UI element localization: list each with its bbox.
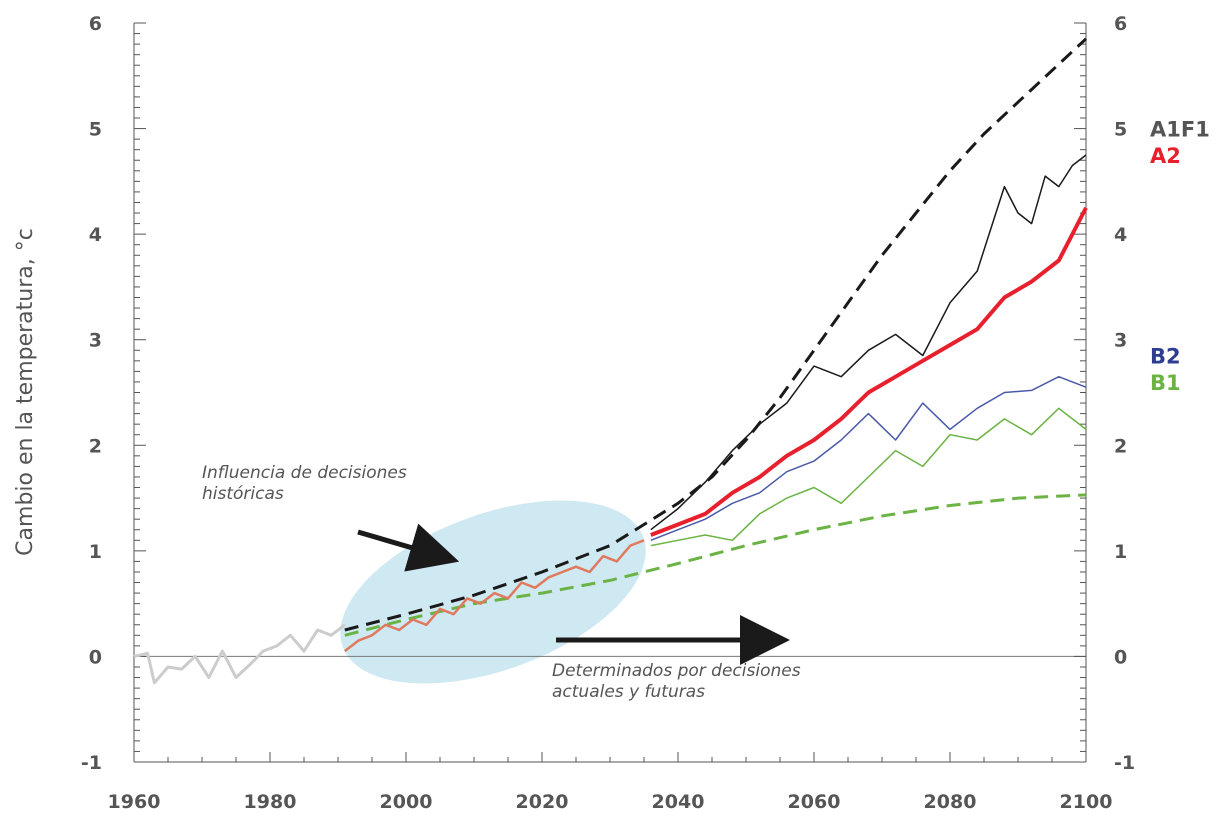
series-line [650, 375, 1087, 541]
y-tick-label-right: 6 [1114, 13, 1127, 35]
y-tick-label-left: 4 [89, 224, 102, 246]
y-tick-label-right: 1 [1114, 541, 1127, 563]
y-tick-label-right: 4 [1114, 224, 1127, 246]
annotation-text: Determinados por decisiones [552, 661, 801, 681]
y-tick-label-left: 1 [89, 541, 102, 563]
series-line [650, 154, 1087, 531]
y-tick-label-right: -1 [1114, 752, 1135, 774]
scenario-label: A2 [1150, 144, 1181, 168]
y-tick-label-left: 3 [89, 330, 102, 352]
annotation-text: históricas [202, 484, 284, 504]
series-line [650, 206, 1088, 537]
x-tick-label: 1960 [108, 791, 161, 813]
y-axis-label: Cambio en la temperatura, °c [13, 228, 38, 556]
scenario-label: B2 [1150, 345, 1181, 369]
x-tick-label: 1980 [244, 791, 297, 813]
x-tick-label: 2060 [788, 791, 841, 813]
x-tick-label: 2040 [652, 791, 705, 813]
x-tick-label: 2100 [1060, 791, 1113, 813]
y-tick-label-left: 5 [89, 119, 102, 141]
series-line [344, 37, 1088, 632]
x-tick-label: 2000 [380, 791, 433, 813]
series-line [344, 493, 1087, 637]
series-line [133, 623, 346, 685]
x-tick-label: 2080 [924, 791, 977, 813]
y-tick-label-left: -1 [81, 752, 102, 774]
x-tick-label: 2020 [516, 791, 569, 813]
y-tick-label-right: 5 [1114, 119, 1127, 141]
annotation-text: Influencia de decisiones [202, 463, 407, 483]
y-tick-label-left: 2 [89, 435, 102, 457]
y-tick-label-left: 6 [89, 13, 102, 35]
y-tick-label-right: 0 [1114, 646, 1127, 668]
y-tick-label-left: 0 [89, 646, 102, 668]
y-tick-label-right: 3 [1114, 330, 1127, 352]
annotation-text: actuales y futuras [552, 682, 705, 702]
series-line [650, 407, 1087, 547]
history-arrow [357, 523, 460, 572]
scenario-label: B1 [1150, 371, 1181, 395]
series-line [344, 539, 645, 653]
scenario-label: A1F1 [1150, 118, 1210, 142]
y-tick-label-right: 2 [1114, 435, 1127, 457]
